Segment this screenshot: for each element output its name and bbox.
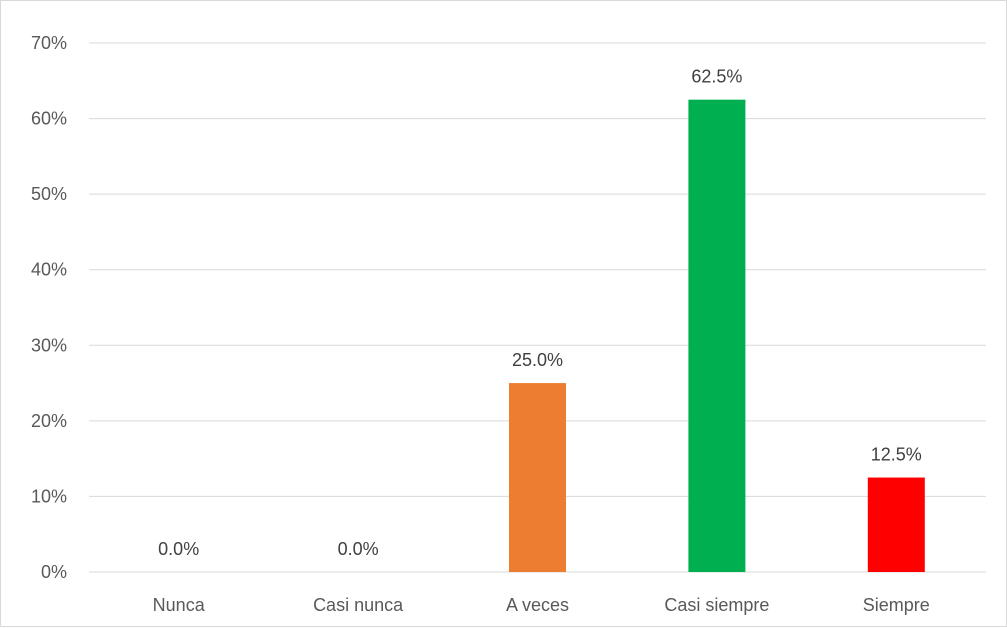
x-category-label: Casi siempre	[664, 595, 769, 615]
y-tick-label: 0%	[41, 562, 67, 582]
x-category-label: Nunca	[153, 595, 206, 615]
y-tick-label: 70%	[31, 33, 67, 53]
y-tick-label: 20%	[31, 411, 67, 431]
y-tick-label: 10%	[31, 486, 67, 506]
data-label: 62.5%	[691, 67, 742, 87]
y-tick-label: 50%	[31, 184, 67, 204]
y-tick-label: 40%	[31, 260, 67, 280]
bars	[509, 99, 925, 572]
data-label: 12.5%	[871, 445, 922, 465]
y-axis-ticks: 0% 10% 20% 30% 40% 50% 60% 70%	[31, 33, 67, 582]
x-category-label: A veces	[506, 595, 569, 615]
y-tick-label: 30%	[31, 335, 67, 355]
data-labels: 0.0% 0.0% 25.0% 62.5% 12.5%	[158, 67, 922, 559]
y-tick-label: 60%	[31, 109, 67, 129]
data-label: 25.0%	[512, 350, 563, 370]
data-label: 0.0%	[338, 539, 379, 559]
bar-casi-siempre	[688, 99, 746, 572]
data-label: 0.0%	[158, 539, 199, 559]
x-axis-categories: Nunca Casi nunca A veces Casi siempre Siempr…	[153, 595, 930, 615]
bar-a-veces	[509, 383, 566, 572]
x-category-label: Siempre	[863, 595, 930, 615]
bar-siempre	[867, 477, 925, 572]
x-category-label: Casi nunca	[313, 595, 404, 615]
